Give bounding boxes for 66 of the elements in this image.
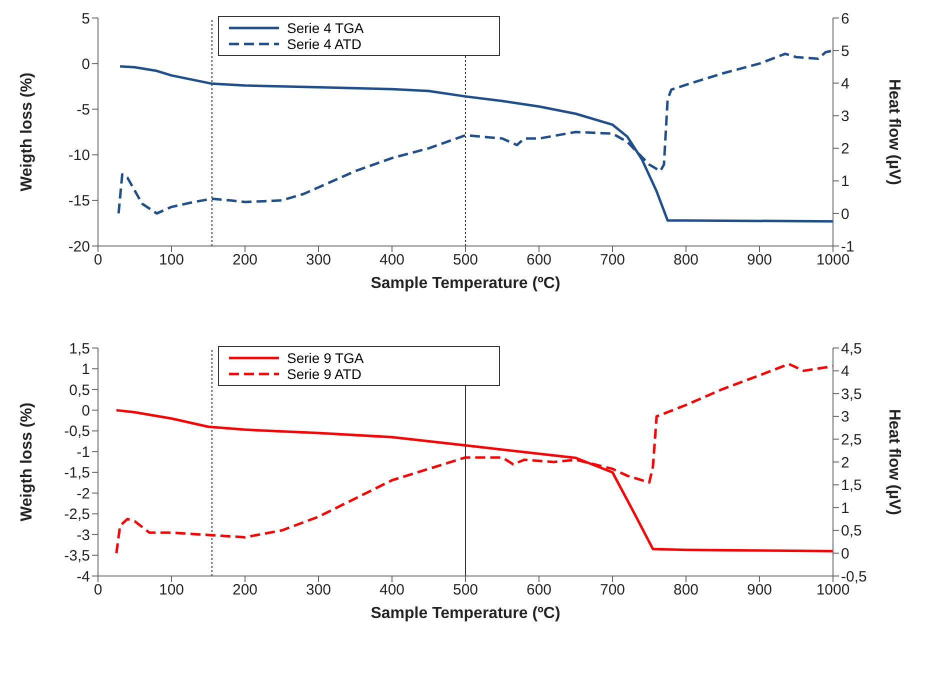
- x-tick-label: 900: [746, 252, 772, 269]
- y-tick-label: -0,5: [64, 423, 90, 440]
- y2-tick-label: 1: [841, 173, 850, 190]
- x-tick-label: 0: [94, 252, 102, 269]
- y-axis-title: Weigth loss (%): [18, 402, 36, 522]
- x-tick-label: 700: [600, 582, 626, 599]
- y2-tick-label: 4: [841, 75, 850, 92]
- x-tick-label: 900: [746, 582, 772, 599]
- x-tick-label: 200: [232, 582, 258, 599]
- y-tick-label: -2: [76, 485, 90, 502]
- x-tick-label: 600: [526, 582, 552, 599]
- x-tick-label: 500: [452, 252, 478, 269]
- y2-tick-label: 3: [841, 108, 850, 126]
- x-tick-label: 400: [379, 252, 405, 269]
- y-axis-title: Weigth loss (%): [18, 72, 36, 192]
- y2-axis-title: Heat flow (µV): [885, 78, 902, 186]
- y2-tick-label: 3,5: [841, 386, 862, 403]
- x-tick-label: 300: [306, 252, 332, 269]
- x-tick-label: 100: [158, 252, 184, 269]
- x-axis-title: Sample Temperature (ºC): [370, 275, 560, 292]
- y-tick-label: 1: [82, 361, 90, 378]
- legend-label: Serie 9 TGA: [287, 350, 364, 366]
- y-tick-label: 0: [82, 56, 90, 73]
- x-tick-label: 800: [673, 252, 699, 269]
- x-tick-label: 700: [600, 252, 626, 269]
- y2-tick-label: 4: [841, 363, 850, 380]
- y-tick-label: -20: [68, 238, 90, 256]
- x-tick-label: 100: [158, 582, 184, 599]
- y-tick-label: -4: [76, 568, 90, 586]
- y2-tick-label: 2,5: [841, 432, 862, 449]
- y2-tick-label: 1: [841, 500, 850, 517]
- x-tick-label: 200: [232, 252, 258, 269]
- line-series: [115, 362, 833, 554]
- y-tick-label: 1,5: [69, 340, 90, 358]
- y2-tick-label: 6: [841, 10, 850, 28]
- x-tick-label: 600: [526, 252, 552, 269]
- y2-tick-label: 2: [841, 454, 850, 472]
- y-tick-label: -15: [68, 192, 90, 210]
- y2-tick-label: 0: [841, 546, 850, 563]
- y2-tick-label: 0,5: [841, 522, 862, 540]
- x-axis-title: Sample Temperature (ºC): [370, 605, 560, 622]
- y2-tick-label: 1,5: [841, 477, 862, 494]
- y-tick-label: 0,5: [69, 382, 90, 399]
- y2-tick-label: 4,5: [841, 340, 862, 358]
- y-tick-label: -1: [76, 444, 90, 461]
- y2-tick-label: 5: [841, 42, 850, 60]
- x-tick-label: 500: [452, 582, 478, 599]
- y2-tick-label: 0: [841, 206, 850, 223]
- x-tick-label: 0: [94, 582, 102, 599]
- x-tick-label: 300: [306, 582, 332, 599]
- y-tick-label: -5: [76, 102, 90, 119]
- y-tick-label: -2,5: [64, 506, 90, 524]
- legend-label: Serie 4 ATD: [287, 36, 362, 52]
- x-tick-label: 800: [673, 582, 699, 599]
- y-tick-label: -3: [76, 526, 90, 544]
- y2-tick-label: 2: [841, 140, 850, 158]
- y-tick-label: 0: [82, 402, 90, 420]
- y2-axis-title: Heat flow (µV): [885, 408, 902, 516]
- y-tick-label: -1,5: [64, 464, 90, 482]
- y2-tick-label: 3: [841, 408, 850, 426]
- legend-label: Serie 9 ATD: [287, 366, 362, 382]
- y-tick-label: -10: [68, 147, 90, 164]
- legend-label: Serie 4 TGA: [287, 20, 364, 36]
- x-tick-label: 400: [379, 582, 405, 599]
- y-tick-label: -3,5: [64, 548, 90, 565]
- y-tick-label: 5: [82, 10, 90, 28]
